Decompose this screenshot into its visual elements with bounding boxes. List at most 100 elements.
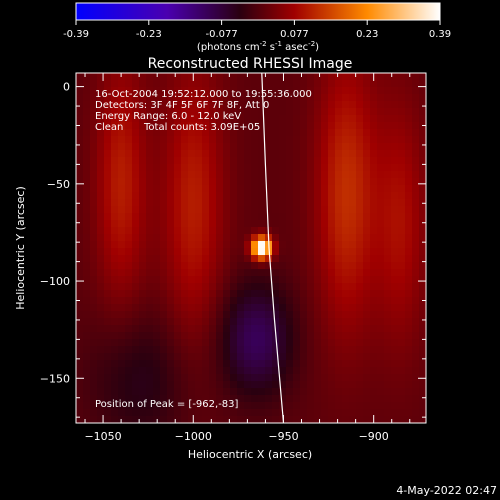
- heatmap-cell: [230, 129, 238, 137]
- heatmap-cell: [202, 129, 210, 137]
- heatmap-cell: [384, 416, 392, 423]
- heatmap-cell: [300, 416, 308, 423]
- heatmap-cell: [391, 157, 399, 165]
- heatmap-cell: [223, 248, 231, 256]
- heatmap-cell: [314, 87, 322, 95]
- heatmap-cell: [251, 192, 259, 200]
- heatmap-cell: [321, 108, 329, 116]
- heatmap-cell: [314, 115, 322, 123]
- heatmap-cell: [307, 171, 315, 179]
- heatmap-cell: [258, 290, 266, 298]
- heatmap-cell: [223, 318, 231, 326]
- heatmap-cell: [384, 87, 392, 95]
- heatmap-cell: [223, 213, 231, 221]
- heatmap-cell: [391, 199, 399, 207]
- heatmap-cell: [146, 311, 154, 319]
- heatmap-cell: [90, 416, 98, 423]
- heatmap-cell: [335, 115, 343, 123]
- heatmap-cell: [202, 171, 210, 179]
- heatmap-cell: [265, 290, 273, 298]
- heatmap-cell: [272, 241, 280, 249]
- heatmap-cell: [153, 339, 161, 347]
- heatmap-cell: [237, 136, 245, 144]
- heatmap-cell: [363, 150, 371, 158]
- heatmap-cell: [244, 248, 252, 256]
- heatmap-cell: [265, 87, 273, 95]
- heatmap-cell: [349, 136, 357, 144]
- heatmap-cell: [377, 234, 385, 242]
- heatmap-cell: [286, 108, 294, 116]
- heatmap-cell: [76, 269, 84, 277]
- heatmap-cell: [307, 339, 315, 347]
- heatmap-cell: [328, 171, 336, 179]
- heatmap-cell: [174, 248, 182, 256]
- heatmap-cell: [391, 290, 399, 298]
- heatmap-cell: [286, 136, 294, 144]
- heatmap-cell: [132, 241, 140, 249]
- heatmap-cell: [300, 402, 308, 410]
- heatmap-cell: [195, 220, 203, 228]
- heatmap-cell: [342, 269, 350, 277]
- heatmap-cell: [160, 297, 168, 305]
- heatmap-cell: [104, 255, 112, 263]
- heatmap-cell: [132, 255, 140, 263]
- heatmap-cell: [244, 143, 252, 151]
- heatmap-cell: [258, 115, 266, 123]
- heatmap-cell: [356, 360, 364, 368]
- heatmap-cell: [272, 101, 280, 109]
- heatmap-cell: [76, 402, 84, 410]
- heatmap-cell: [342, 115, 350, 123]
- heatmap-cell: [251, 171, 259, 179]
- heatmap-cell: [146, 136, 154, 144]
- heatmap-cell: [195, 297, 203, 305]
- heatmap-cell: [146, 248, 154, 256]
- heatmap-cell: [237, 311, 245, 319]
- heatmap-cell: [321, 395, 329, 403]
- heatmap-cell: [398, 73, 406, 81]
- heatmap-cell: [342, 143, 350, 151]
- heatmap-cell: [300, 388, 308, 396]
- heatmap-cell: [223, 241, 231, 249]
- heatmap-cell: [244, 241, 252, 249]
- heatmap-cell: [160, 276, 168, 284]
- heatmap-cell: [181, 220, 189, 228]
- heatmap-cell: [153, 234, 161, 242]
- heatmap-cell: [167, 360, 175, 368]
- heatmap-cell: [419, 304, 426, 312]
- heatmap-cell: [83, 395, 91, 403]
- heatmap-cell: [188, 227, 196, 235]
- heatmap-cell: [83, 150, 91, 158]
- heatmap-cell: [419, 325, 426, 333]
- heatmap-cell: [370, 395, 378, 403]
- heatmap-cell: [139, 248, 147, 256]
- heatmap-cell: [307, 283, 315, 291]
- heatmap-cell: [216, 262, 224, 270]
- heatmap-cell: [202, 150, 210, 158]
- heatmap-cell: [377, 241, 385, 249]
- heatmap-cell: [307, 234, 315, 242]
- heatmap-cell: [167, 150, 175, 158]
- heatmap-cell: [174, 346, 182, 354]
- heatmap-cell: [342, 101, 350, 109]
- heatmap-cell: [265, 367, 273, 375]
- heatmap-cell: [251, 409, 259, 417]
- heatmap-cell: [300, 213, 308, 221]
- heatmap-cell: [216, 367, 224, 375]
- heatmap-cell: [314, 325, 322, 333]
- heatmap-cell: [195, 185, 203, 193]
- heatmap-cell: [265, 353, 273, 361]
- heatmap-cell: [216, 290, 224, 298]
- heatmap-cell: [370, 255, 378, 263]
- heatmap-cell: [335, 80, 343, 88]
- heatmap-cell: [356, 192, 364, 200]
- heatmap-cell: [104, 129, 112, 137]
- heatmap-cell: [195, 395, 203, 403]
- heatmap-cell: [251, 311, 259, 319]
- heatmap-cell: [384, 255, 392, 263]
- heatmap-cell: [139, 402, 147, 410]
- heatmap-cell: [195, 311, 203, 319]
- heatmap-cell: [398, 101, 406, 109]
- heatmap-cell: [265, 164, 273, 172]
- heatmap-cell: [307, 150, 315, 158]
- heatmap-cell: [293, 367, 301, 375]
